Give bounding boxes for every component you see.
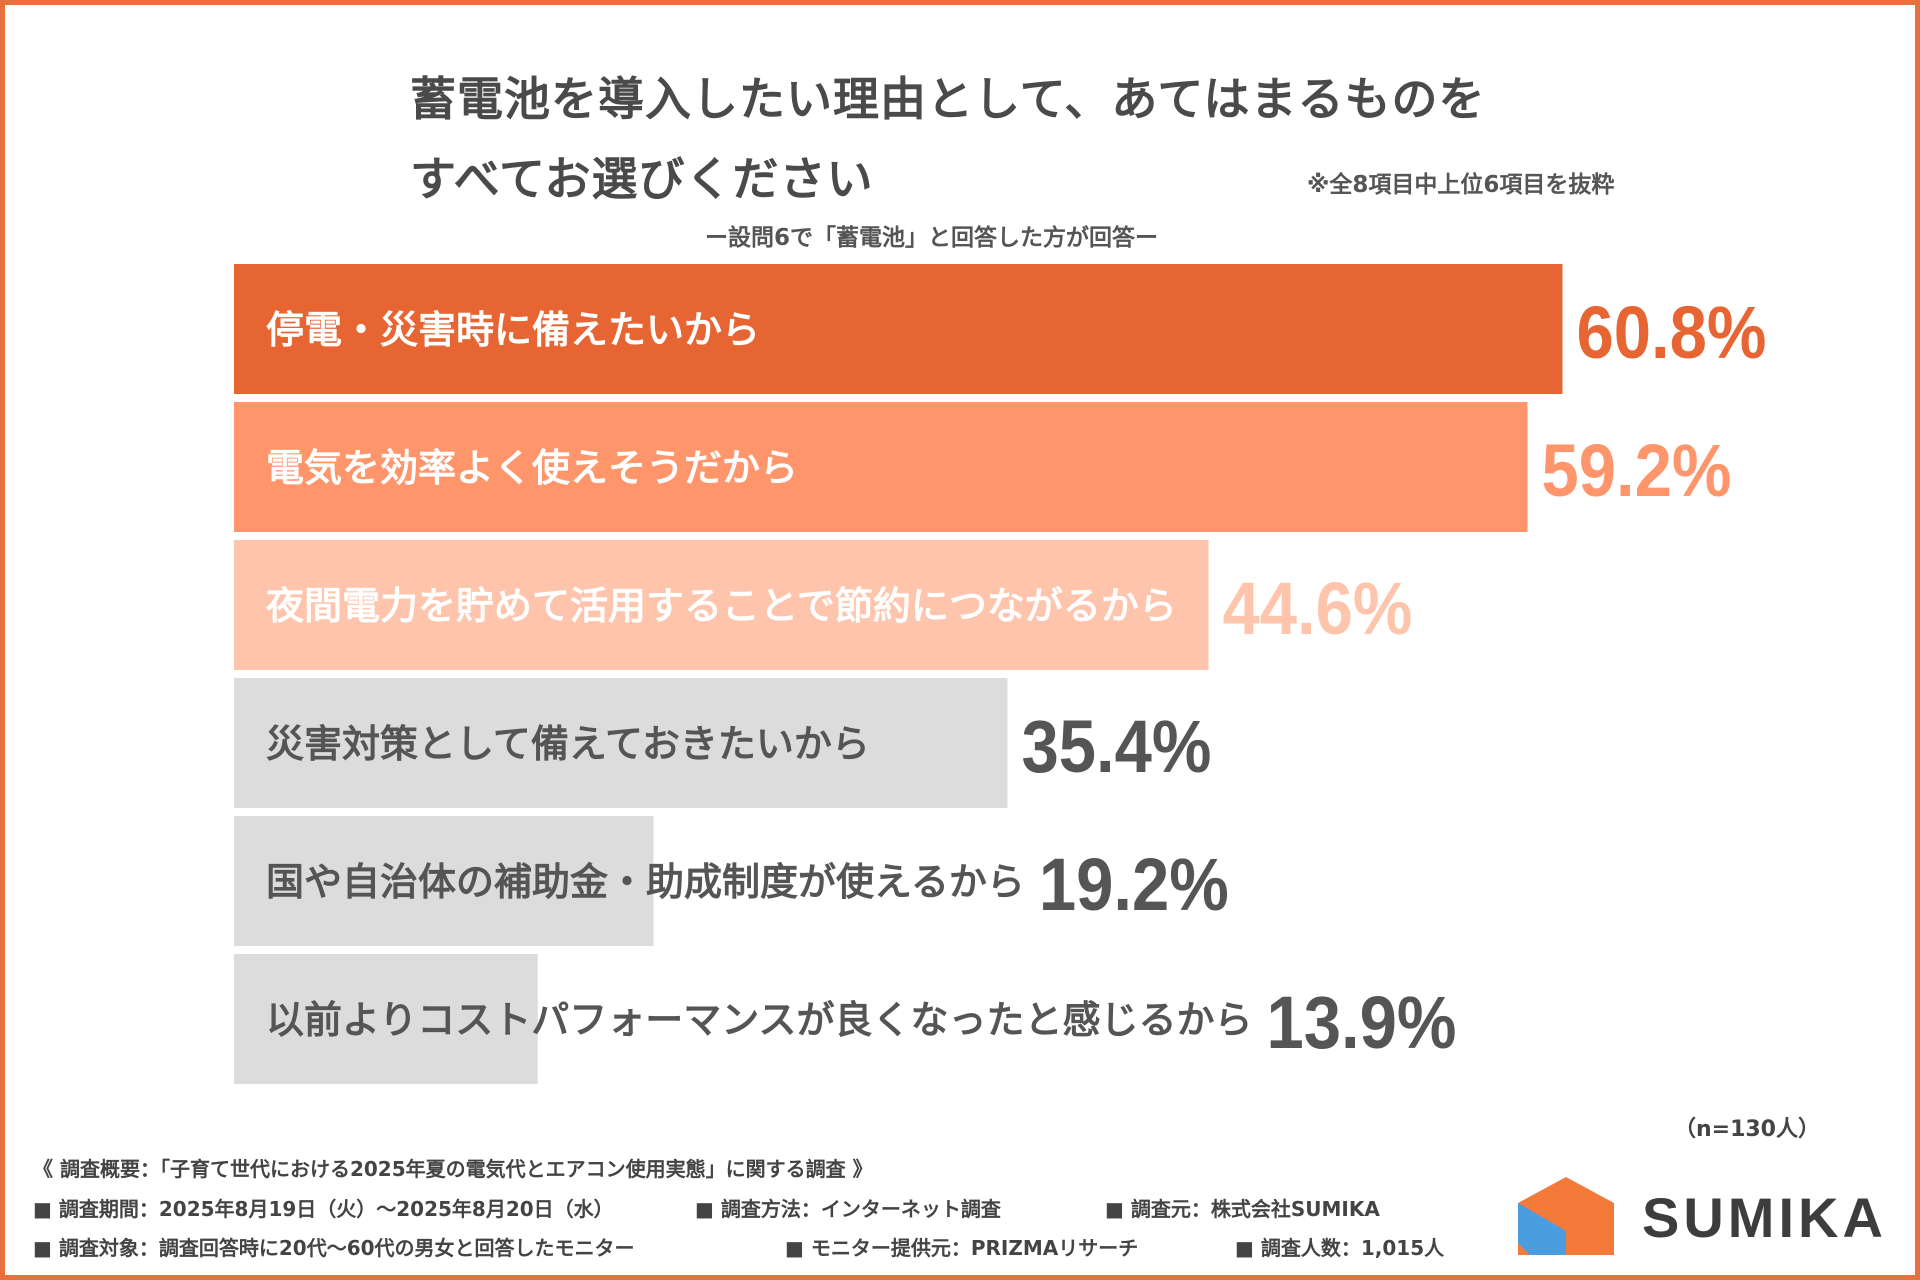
value-label-3: 44.6% [1223,567,1413,650]
bar-label-4: 災害対策として備えておきたいから [266,722,870,766]
chart-title-line2: すべてお選びください [410,152,874,206]
survey-period: ■ 調査期間：2025年8月19日（火）～2025年8月20日（水） [33,1197,614,1221]
bar-4 [234,678,1008,808]
sample-size: （n=130人） [1673,1117,1820,1142]
value-label-5: 19.2% [1039,843,1229,926]
bar-5 [234,816,654,946]
chart-title-line1: 蓄電池を導入したい理由として、あてはまるものを [410,72,1486,126]
chart-subtitle: ー設問6で「蓄電池」と回答した方が回答ー [705,225,1159,251]
bar-3 [234,540,1209,670]
bar-label-3: 夜間電力を貯めて活用することで節約につながるから [265,584,1177,628]
bar-label-6: 以前よりコストパフォーマンスが良くなったと感じるから [266,998,1252,1042]
value-label-1: 60.8% [1576,291,1766,374]
survey-overview: 《 調査概要：「子育て世代における2025年夏の電気代とエアコン使用実態」に関す… [33,1157,873,1181]
value-label-4: 35.4% [1021,705,1211,788]
bar-2 [234,402,1528,532]
bar-6 [234,954,538,1084]
bar-label-1: 停電・災害時に備えたいから [266,308,760,352]
logo-text: SUMIKA [1642,1186,1887,1249]
bar-1 [234,264,1563,394]
monitor-provider: ■ モニター提供元：PRIZMAリサーチ [785,1236,1139,1260]
sumika-logo: SUMIKA [1510,1173,1910,1263]
survey-source: ■ 調査元：株式会社SUMIKA [1105,1197,1380,1221]
bar-chart: 停電・災害時に備えたいから 60.8% 電気を効率よく使えそうだから 59.2% 夜間電… [234,264,1766,1084]
excerpt-note: ※全8項目中上位6項目を抜粋 [1307,172,1615,198]
value-label-6: 13.9% [1266,981,1456,1064]
value-label-2: 59.2% [1542,429,1732,512]
bar-label-2: 電気を効率よく使えそうだから [266,446,798,490]
survey-target: ■ 調査対象：調査回答時に20代～60代の男女と回答したモニター [33,1236,635,1260]
house-logo-icon [1518,1177,1614,1255]
bar-label-5: 国や自治体の補助金・助成制度が使えるから [266,860,1025,904]
survey-count: ■ 調査人数：1,015人 [1235,1236,1445,1260]
survey-method: ■ 調査方法：インターネット調査 [695,1197,1001,1221]
